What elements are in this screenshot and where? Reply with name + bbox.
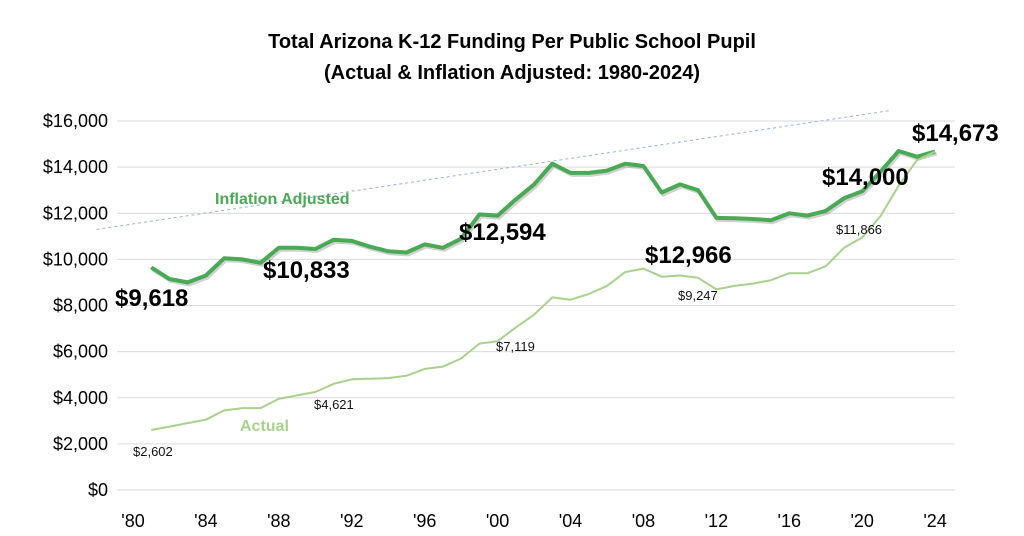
data-label: $9,618 <box>115 285 188 312</box>
data-label: $7,119 <box>496 339 535 354</box>
x-tick-label: '88 <box>267 511 290 531</box>
y-tick-label: $10,000 <box>43 249 108 269</box>
series-line-actual <box>151 150 936 431</box>
x-tick-label: '92 <box>340 511 363 531</box>
data-label: $12,966 <box>645 242 732 269</box>
y-tick-label: $4,000 <box>53 388 108 408</box>
data-label: $2,602 <box>133 444 173 459</box>
data-label: $14,000 <box>822 164 909 191</box>
series-line-inflation-adjusted <box>150 149 936 285</box>
x-tick-label: '80 <box>121 511 144 531</box>
x-tick-label: '00 <box>486 511 509 531</box>
data-label: $12,594 <box>459 219 546 246</box>
x-tick-label: '96 <box>413 511 436 531</box>
x-tick-label: '16 <box>778 511 801 531</box>
series-lines <box>96 110 938 431</box>
y-tick-label: $8,000 <box>53 296 108 316</box>
data-label: $9,247 <box>678 288 718 303</box>
x-tick-label: '04 <box>559 511 582 531</box>
chart-subtitle: (Actual & Inflation Adjusted: 1980-2024) <box>324 62 700 84</box>
y-tick-label: $6,000 <box>53 342 108 362</box>
data-label: $14,673 <box>912 120 999 147</box>
y-tick-label: $2,000 <box>53 434 108 454</box>
y-tick-label: $14,000 <box>43 157 108 177</box>
x-tick-label: '24 <box>923 511 946 531</box>
data-label: $10,833 <box>263 257 350 284</box>
gridlines <box>117 120 955 491</box>
x-axis: '80 '84 '88 '92 '96 '00 '04 '08 '12 '16 '20 '24 <box>121 511 947 531</box>
x-tick-label: '08 <box>632 511 655 531</box>
y-tick-label: $0 <box>88 480 108 500</box>
trendline <box>96 110 890 230</box>
x-tick-label: '84 <box>194 511 217 531</box>
y-tick-label: $12,000 <box>43 203 108 223</box>
x-tick-label: '12 <box>705 511 728 531</box>
data-label: $11,866 <box>836 222 882 237</box>
data-label: $4,621 <box>314 397 354 412</box>
y-axis: $0 $2,000 $4,000 $6,000 $8,000 $10,000 $12,000… <box>43 111 108 500</box>
legend-inflation-adjusted: Inflation Adjusted <box>215 191 350 208</box>
legend-actual: Actual <box>240 418 289 435</box>
y-tick-label: $16,000 <box>43 111 108 131</box>
chart-title: Total Arizona K-12 Funding Per Public Sc… <box>268 31 756 53</box>
x-tick-label: '20 <box>850 511 873 531</box>
